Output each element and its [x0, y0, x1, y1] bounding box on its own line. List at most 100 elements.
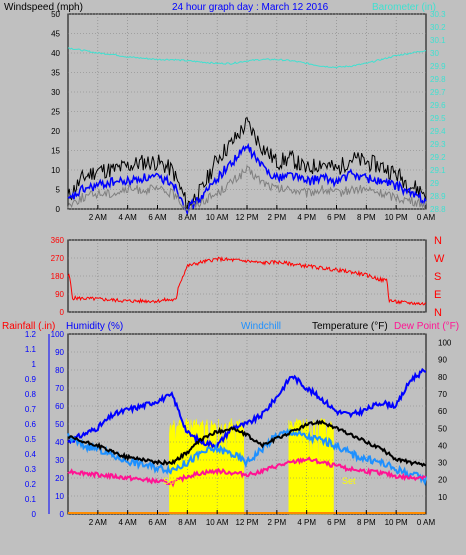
- x-tick-label: 6 PM: [327, 213, 346, 222]
- wind-direction-tick-label: 270: [51, 254, 65, 263]
- temperature-legend: Temperature (°F): [312, 321, 388, 332]
- rainfall-tick-label: 0.4: [25, 450, 37, 459]
- windspeed-tick-label: 10: [51, 166, 60, 175]
- x-tick-label: 10 PM: [385, 213, 408, 222]
- windspeed-tick-label: 5: [56, 186, 61, 195]
- temperature-tick-label: 30: [438, 459, 447, 468]
- x-tick-label: 0 AM: [417, 213, 436, 222]
- weather-series-line: [67, 427, 427, 487]
- x-tick-label: 8 PM: [357, 518, 376, 527]
- barometer-tick-label: 28.8: [430, 205, 446, 214]
- barometer-tick-label: 30.2: [430, 23, 446, 32]
- rainfall-tick-label: 0.1: [25, 495, 37, 504]
- x-tick-label: 4 AM: [119, 213, 138, 222]
- rainfall-tick-label: 0.6: [25, 420, 37, 429]
- wind-direction-tick-label: 90: [55, 290, 64, 299]
- windspeed-tick-label: 40: [51, 49, 60, 58]
- compass-label: N: [434, 307, 442, 319]
- windspeed-tick-label: 50: [51, 10, 60, 19]
- rainfall-tick-label: 1.2: [25, 330, 37, 339]
- wind-direction-series: [67, 256, 426, 306]
- barometer-tick-label: 29.4: [430, 127, 446, 136]
- humidity-tick-label: 20: [55, 474, 64, 483]
- rainfall-tick-label: 0.3: [25, 465, 37, 474]
- wind-direction-tick-label: 0: [60, 308, 65, 317]
- humidity-tick-label: 10: [55, 492, 64, 501]
- temperature-tick-label: 80: [438, 373, 447, 382]
- x-tick-label: 8 PM: [357, 213, 376, 222]
- windspeed-series-line: [67, 142, 427, 216]
- compass-label: S: [434, 271, 441, 283]
- x-tick-label: 0 AM: [417, 518, 436, 527]
- x-tick-label: 8 AM: [178, 518, 197, 527]
- barometer-tick-label: 30.1: [430, 36, 446, 45]
- x-tick-label: 2 PM: [267, 518, 286, 527]
- rainfall-tick-label: 1.1: [25, 345, 37, 354]
- humidity-tick-label: 0: [60, 510, 65, 519]
- sunset-label: Set: [342, 476, 356, 486]
- barometer-axis-label: Barometer (in): [372, 2, 436, 13]
- temperature-tick-label: 60: [438, 407, 447, 416]
- temperature-tick-label: 100: [438, 339, 452, 348]
- windspeed-series: [67, 47, 427, 216]
- barometer-tick-label: 29.6: [430, 101, 446, 110]
- compass-label: E: [434, 289, 441, 301]
- sunrise-label: Sun: [163, 476, 179, 486]
- humidity-tick-label: 40: [55, 438, 64, 447]
- x-tick-label: 12 PM: [235, 518, 258, 527]
- barometer-tick-label: 29: [430, 179, 439, 188]
- windspeed-series-line: [67, 164, 427, 213]
- time-axis-top: 2 AM 4 AM 6 AM 8 AM 10 AM 12 PM 2 PM 4 PM 6 PM 8 …: [89, 205, 436, 222]
- humidity-axis: 0 10 20 30 40 50 60 70 80 90 100: [51, 330, 65, 519]
- windspeed-tick-label: 45: [51, 30, 60, 39]
- compass-label: N: [434, 235, 442, 247]
- dewpoint-legend: Dew Point (°F): [394, 321, 459, 332]
- windspeed-series-line: [67, 116, 427, 212]
- windspeed-tick-label: 20: [51, 127, 60, 136]
- wind-direction-tick-label: 360: [51, 236, 65, 245]
- barometer-tick-label: 29.3: [430, 140, 446, 149]
- humidity-axis-label: Humidity (%): [66, 321, 123, 332]
- x-tick-label: 2 AM: [89, 518, 108, 527]
- x-tick-label: 10 PM: [385, 518, 408, 527]
- barometer-tick-label: 29.5: [430, 114, 446, 123]
- x-tick-label: 10 AM: [206, 213, 229, 222]
- barometer-tick-label: 29.1: [430, 166, 446, 175]
- temperature-tick-label: 90: [438, 356, 447, 365]
- wind-direction-grid: [68, 239, 426, 313]
- weather-series-line: [67, 367, 427, 450]
- windspeed-tick-label: 25: [51, 108, 60, 117]
- barometer-tick-label: 29.2: [430, 153, 446, 162]
- humidity-tick-label: 70: [55, 384, 64, 393]
- x-tick-label: 6 AM: [148, 213, 167, 222]
- temperature-tick-label: 50: [438, 424, 447, 433]
- compass-label: W: [434, 253, 445, 265]
- rainfall-tick-label: 0.9: [25, 375, 37, 384]
- x-tick-label: 2 AM: [89, 213, 108, 222]
- windspeed-tick-label: 30: [51, 88, 60, 97]
- x-tick-label: 4 AM: [119, 518, 138, 527]
- x-tick-label: 2 PM: [267, 213, 286, 222]
- wind-direction-tick-label: 180: [51, 272, 65, 281]
- windspeed-axis-label: Windspeed (mph): [4, 2, 83, 13]
- windspeed-tick-label: 0: [56, 205, 61, 214]
- windspeed-tick-label: 15: [51, 147, 60, 156]
- rainfall-axis-label: Rainfall (.in): [2, 321, 55, 332]
- windchill-legend: Windchill: [241, 321, 281, 332]
- x-tick-label: 8 AM: [178, 213, 197, 222]
- windspeed-series-line: [67, 47, 426, 69]
- humidity-tick-label: 50: [55, 420, 64, 429]
- weather-series: [67, 367, 427, 488]
- x-tick-label: 4 PM: [297, 518, 316, 527]
- temperature-tick-label: 40: [438, 441, 447, 450]
- humidity-tick-label: 90: [55, 348, 64, 357]
- rainfall-tick-label: 0.5: [25, 435, 37, 444]
- humidity-tick-label: 60: [55, 402, 64, 411]
- x-tick-label: 6 PM: [327, 518, 346, 527]
- temperature-tick-label: 20: [438, 476, 447, 485]
- barometer-axis: 28.8 28.9 29 29.1 29.2 29.3 29.4 29.5 29.6 29.7 29…: [430, 10, 446, 214]
- humidity-tick-label: 30: [55, 456, 64, 465]
- humidity-tick-label: 80: [55, 366, 64, 375]
